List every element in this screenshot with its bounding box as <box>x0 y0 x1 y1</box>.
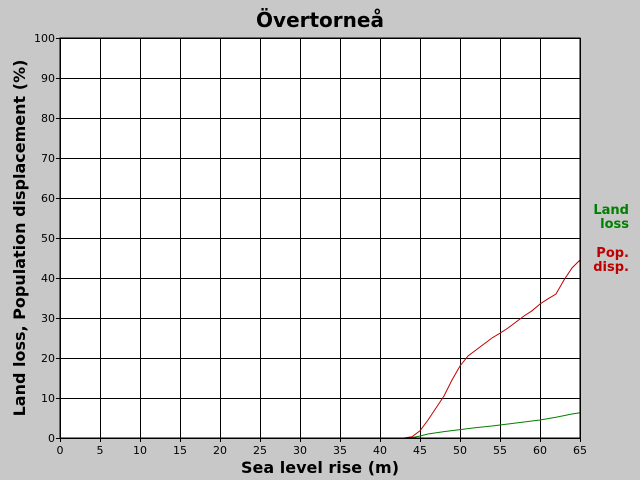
y-tick-label: 50 <box>41 232 55 245</box>
x-tick-label: 50 <box>453 444 467 457</box>
x-tick-label: 0 <box>57 444 64 457</box>
x-tick-label: 10 <box>133 444 147 457</box>
y-tick-label: 60 <box>41 192 55 205</box>
x-tick-label: 55 <box>493 444 507 457</box>
x-tick-label: 60 <box>533 444 547 457</box>
x-tick-label: 30 <box>293 444 307 457</box>
x-tick-label: 35 <box>333 444 347 457</box>
y-tick-label: 0 <box>48 432 55 445</box>
x-tick-label: 5 <box>97 444 104 457</box>
x-tick-label: 40 <box>373 444 387 457</box>
plot-frame <box>59 37 581 439</box>
y-tick-label: 10 <box>41 392 55 405</box>
y-axis-label: Land loss, Population displacement (%) <box>10 60 29 417</box>
legend-entry-pop-disp: disp. <box>593 260 629 275</box>
y-tick-labels: 0 10 20 30 40 50 60 70 80 90 100 <box>34 32 55 445</box>
x-tick-label: 20 <box>213 444 227 457</box>
y-tick-label: 30 <box>41 312 55 325</box>
grid <box>56 38 581 442</box>
y-tick-label: 20 <box>41 352 55 365</box>
y-tick-label: 100 <box>34 32 55 45</box>
x-tick-label: 45 <box>413 444 427 457</box>
y-tick-label: 70 <box>41 152 55 165</box>
x-tick-label: 15 <box>173 444 187 457</box>
y-tick-label: 80 <box>41 112 55 125</box>
x-tick-label: 65 <box>573 444 587 457</box>
x-tick-label: 25 <box>253 444 267 457</box>
chart-title: Övertorneå <box>256 8 384 32</box>
x-tick-labels: 0 5 10 15 20 25 30 35 40 45 50 55 60 65 <box>57 444 588 457</box>
y-tick-label: 90 <box>41 72 55 85</box>
legend-entry-land-loss: loss <box>600 217 629 232</box>
legend-entry-land-loss: Land <box>593 203 629 218</box>
y-tick-label: 40 <box>41 272 55 285</box>
legend-entry-pop-disp: Pop. <box>596 246 629 261</box>
x-axis-label: Sea level rise (m) <box>241 458 399 477</box>
series-line-pop-disp <box>60 259 581 439</box>
